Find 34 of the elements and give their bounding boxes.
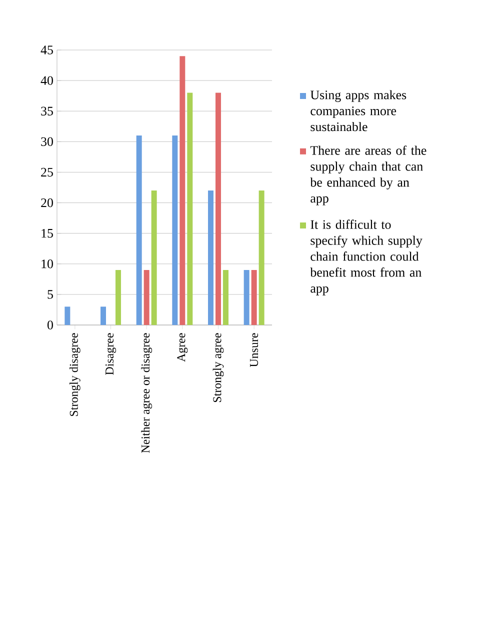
x-tick-label: Agree	[177, 333, 188, 362]
bar	[144, 270, 150, 325]
bar	[64, 306, 70, 325]
y-tick-label: 5	[48, 290, 53, 299]
bar	[258, 190, 264, 325]
legend-label: There are areas of the supply chain that can be enhanced by an app	[310, 146, 426, 206]
x-tick-label: Unsure	[250, 333, 258, 368]
bar	[136, 136, 142, 325]
y-tick-label: 0	[48, 320, 53, 330]
y-tick-label: 30	[41, 137, 53, 146]
bar	[244, 270, 250, 325]
y-tick-label: 25	[41, 168, 53, 177]
x-tick-label: Neither agree or disagree	[141, 333, 152, 453]
y-tick-label: 20	[41, 198, 53, 208]
x-tick-label: Strongly disagree	[69, 333, 80, 416]
x-tick-label: Disagree	[105, 333, 116, 375]
bar	[251, 270, 257, 325]
y-tick-label: 45	[40, 46, 53, 54]
bar	[100, 306, 106, 325]
bar	[208, 190, 214, 325]
legend-label: It is difficult to specify which supply chain function could benefit most from an app	[310, 220, 422, 296]
y-tick-label: 40	[40, 76, 53, 85]
y-tick-label: 15	[42, 228, 53, 238]
bar	[187, 92, 193, 325]
bar	[151, 190, 157, 325]
bar	[215, 92, 221, 325]
bar	[115, 270, 121, 325]
bar	[180, 56, 186, 325]
y-tick-label: 10	[42, 260, 53, 268]
legend-label: Using apps makes companies more sustainable	[310, 90, 406, 132]
bar	[222, 270, 228, 325]
bar	[172, 136, 178, 325]
x-tick-label: Strongly agree	[212, 333, 224, 402]
y-tick-label: 35	[41, 106, 53, 116]
